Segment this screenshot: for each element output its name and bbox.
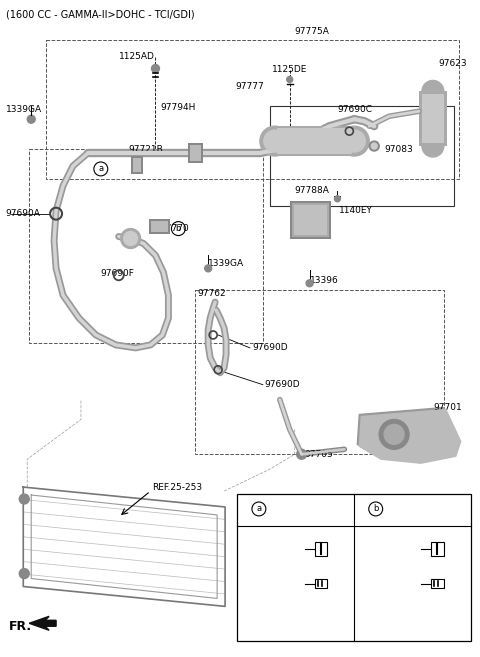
Circle shape xyxy=(384,424,404,444)
Text: 97623: 97623 xyxy=(439,59,468,68)
Text: 97794H: 97794H xyxy=(160,102,196,112)
Text: 97690D: 97690D xyxy=(265,380,300,389)
Polygon shape xyxy=(357,407,459,461)
Text: 97690C: 97690C xyxy=(337,104,372,114)
Circle shape xyxy=(19,568,29,579)
Bar xyxy=(422,95,444,143)
Circle shape xyxy=(19,494,29,504)
Bar xyxy=(237,494,471,641)
Circle shape xyxy=(152,64,159,72)
Bar xyxy=(46,39,459,179)
Circle shape xyxy=(204,265,212,272)
Bar xyxy=(277,128,352,154)
Circle shape xyxy=(297,449,307,459)
Bar xyxy=(432,542,444,556)
Circle shape xyxy=(124,231,138,246)
Bar xyxy=(195,290,444,454)
Text: 97777: 97777 xyxy=(235,82,264,91)
Text: 1339GA: 1339GA xyxy=(6,104,43,114)
Circle shape xyxy=(369,141,379,151)
Circle shape xyxy=(306,280,313,286)
Text: 1125AD: 1125AD xyxy=(119,52,155,61)
Text: (1600 CC - GAMMA-II>DOHC - TCI/GDI): (1600 CC - GAMMA-II>DOHC - TCI/GDI) xyxy=(6,10,195,20)
Text: 97701: 97701 xyxy=(434,403,463,412)
Text: 97812B: 97812B xyxy=(245,579,280,588)
Circle shape xyxy=(120,229,141,248)
Text: 97775A: 97775A xyxy=(295,27,330,36)
Text: 97690A: 97690A xyxy=(5,209,40,218)
Text: 1339GA: 1339GA xyxy=(208,259,244,268)
Text: 97770: 97770 xyxy=(160,224,189,233)
Text: 97788A: 97788A xyxy=(295,187,330,195)
Text: 97812B: 97812B xyxy=(362,579,396,588)
Text: FR.: FR. xyxy=(9,620,33,633)
Text: 97811C: 97811C xyxy=(245,544,280,553)
Circle shape xyxy=(343,130,365,152)
Circle shape xyxy=(339,126,369,156)
Circle shape xyxy=(371,143,377,149)
Bar xyxy=(132,158,141,172)
Text: REF.25-253: REF.25-253 xyxy=(153,483,203,491)
Bar xyxy=(294,205,327,235)
Bar xyxy=(314,542,327,556)
Text: a: a xyxy=(98,164,103,173)
Bar xyxy=(29,149,263,343)
Text: 97690D: 97690D xyxy=(252,344,288,352)
Bar xyxy=(419,91,447,146)
Bar xyxy=(292,203,329,237)
Bar xyxy=(148,219,170,233)
Bar xyxy=(432,579,444,589)
Circle shape xyxy=(422,135,444,157)
Circle shape xyxy=(264,130,286,152)
Circle shape xyxy=(422,80,444,102)
Text: 97705: 97705 xyxy=(305,450,334,459)
Bar xyxy=(290,201,332,238)
Text: 97811B: 97811B xyxy=(362,544,396,553)
Bar xyxy=(131,156,143,174)
Text: 1140EY: 1140EY xyxy=(339,206,373,215)
Circle shape xyxy=(27,115,35,124)
Text: 97721B: 97721B xyxy=(129,145,163,154)
Circle shape xyxy=(379,419,409,449)
Text: b: b xyxy=(176,224,181,233)
Text: b: b xyxy=(373,505,378,514)
Circle shape xyxy=(287,76,293,82)
Bar xyxy=(270,106,454,206)
Text: 97762: 97762 xyxy=(197,288,226,298)
Circle shape xyxy=(260,126,290,156)
Circle shape xyxy=(335,196,340,202)
Bar xyxy=(190,145,201,161)
Text: 97083: 97083 xyxy=(384,145,413,154)
Polygon shape xyxy=(360,409,461,463)
Bar xyxy=(151,221,168,231)
Text: 13396: 13396 xyxy=(310,276,338,284)
Bar xyxy=(188,143,203,163)
Text: 97690F: 97690F xyxy=(101,269,135,278)
Polygon shape xyxy=(29,616,56,630)
Text: a: a xyxy=(256,505,262,514)
Bar xyxy=(314,579,327,589)
Bar xyxy=(275,126,354,156)
Text: 1125DE: 1125DE xyxy=(272,65,307,74)
